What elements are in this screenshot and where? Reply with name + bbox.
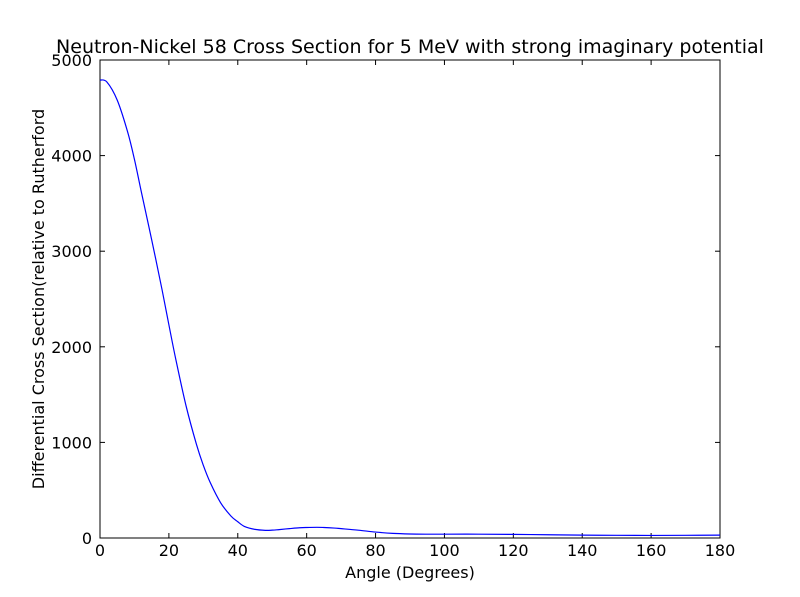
y-axis-label: Differential Cross Section(relative to R…: [29, 109, 48, 489]
x-tick-label: 120: [498, 541, 529, 560]
x-tick-label: 100: [429, 541, 460, 560]
x-tick-label: 40: [228, 541, 248, 560]
x-axis-label: Angle (Degrees): [345, 563, 475, 582]
x-tick-label: 0: [95, 541, 105, 560]
chart-title: Neutron-Nickel 58 Cross Section for 5 Me…: [56, 36, 764, 58]
x-tick-label: 60: [296, 541, 316, 560]
x-tick-label: 160: [636, 541, 667, 560]
y-tick-label: 0: [82, 529, 92, 548]
y-tick-label: 2000: [51, 338, 92, 357]
series-line: [99, 79, 721, 537]
plot-area: 0 20 40 60 80 100 120 140 160 180 0 1000 2000 3000 400…: [51, 51, 735, 560]
x-tick-label: 20: [159, 541, 179, 560]
x-tick-label: 180: [705, 541, 736, 560]
x-tick-label: 80: [365, 541, 385, 560]
y-tick-label: 5000: [51, 51, 92, 70]
y-tick-label: 1000: [51, 433, 92, 452]
plot-frame: [99, 59, 721, 539]
y-tick-label: 3000: [51, 242, 92, 261]
x-tick-label: 140: [567, 541, 598, 560]
y-tick-label: 4000: [51, 147, 92, 166]
